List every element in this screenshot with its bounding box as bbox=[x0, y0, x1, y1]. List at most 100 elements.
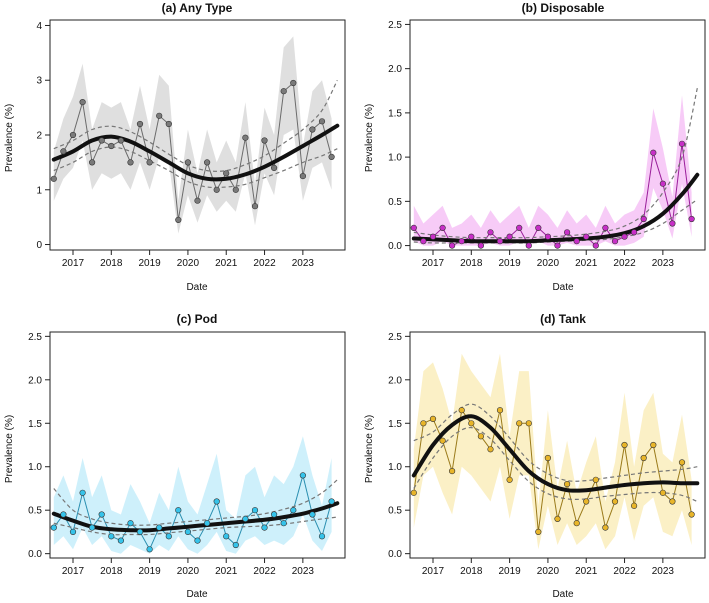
data-point bbox=[184, 528, 191, 536]
data-point bbox=[410, 489, 417, 496]
y-tick-label: 2.0 bbox=[28, 375, 42, 386]
x-tick-label: 2017 bbox=[422, 258, 445, 269]
data-point bbox=[611, 498, 619, 505]
data-point bbox=[194, 537, 201, 544]
data-point bbox=[271, 511, 278, 518]
data-point bbox=[650, 441, 657, 449]
data-point bbox=[563, 229, 571, 236]
data-point bbox=[659, 489, 667, 496]
data-point bbox=[554, 515, 561, 523]
panel-title: (d) Tank bbox=[540, 312, 586, 326]
trend-line bbox=[51, 501, 340, 533]
data-point bbox=[60, 148, 67, 155]
data-point bbox=[261, 137, 268, 144]
data-point bbox=[50, 175, 57, 182]
x-tick-label: 2023 bbox=[292, 566, 315, 577]
x-tick-label: 2020 bbox=[177, 258, 200, 269]
data-point bbox=[175, 507, 182, 514]
data-point bbox=[136, 528, 144, 536]
data-point bbox=[630, 229, 638, 236]
y-tick-label: 2.5 bbox=[388, 332, 402, 343]
data-point bbox=[650, 149, 657, 156]
data-point bbox=[688, 511, 695, 518]
y-tick-label: 1.0 bbox=[28, 462, 42, 473]
data-point bbox=[535, 528, 542, 536]
y-tick-label: 1 bbox=[36, 185, 42, 196]
data-point bbox=[525, 242, 532, 249]
data-point bbox=[544, 454, 552, 462]
y-tick-label: 1.5 bbox=[28, 419, 42, 430]
x-tick-label: 2018 bbox=[460, 258, 483, 269]
data-point bbox=[299, 173, 307, 180]
data-point bbox=[525, 420, 532, 427]
data-point bbox=[328, 153, 335, 160]
data-point bbox=[50, 524, 57, 531]
data-point bbox=[516, 224, 523, 231]
x-tick-label: 2019 bbox=[138, 566, 161, 577]
data-point bbox=[232, 186, 239, 193]
data-point bbox=[583, 498, 590, 505]
data-point bbox=[640, 454, 647, 462]
data-point bbox=[204, 159, 211, 166]
data-point bbox=[669, 220, 676, 227]
trend-ci-upper bbox=[53, 479, 338, 526]
x-tick-label: 2017 bbox=[62, 566, 85, 577]
data-point bbox=[88, 159, 96, 166]
data-point bbox=[204, 520, 211, 527]
data-point bbox=[117, 537, 124, 544]
data-point bbox=[280, 88, 287, 95]
data-point bbox=[487, 229, 494, 236]
trend-line bbox=[411, 414, 700, 493]
y-tick-label: 2.0 bbox=[388, 64, 402, 75]
data-point bbox=[468, 420, 475, 427]
data-point bbox=[232, 541, 239, 549]
data-point bbox=[328, 498, 335, 505]
trend-ci-lower bbox=[53, 146, 338, 189]
data-point bbox=[439, 224, 446, 231]
data-point bbox=[136, 120, 144, 128]
panel-title: (a) Any Type bbox=[162, 1, 233, 15]
x-axis-label: Date bbox=[552, 589, 574, 598]
panel-title: (c) Pod bbox=[177, 312, 218, 326]
data-point bbox=[678, 459, 686, 466]
x-tick-label: 2022 bbox=[253, 258, 276, 269]
x-tick-label: 2022 bbox=[613, 566, 636, 577]
data-point bbox=[420, 420, 427, 427]
data-point bbox=[573, 238, 580, 245]
plot-frame bbox=[409, 331, 706, 559]
data-point bbox=[602, 524, 609, 531]
y-tick-label: 2.0 bbox=[388, 375, 402, 386]
data-point bbox=[583, 233, 590, 240]
x-axis-label: Date bbox=[186, 282, 208, 293]
data-point bbox=[458, 407, 465, 414]
panel-disposable: (b) Disposable Date Prevalence (%) 0.0 0.… bbox=[364, 1, 706, 293]
x-tick-label: 2019 bbox=[498, 258, 521, 269]
data-point bbox=[156, 524, 163, 531]
data-point bbox=[108, 533, 115, 540]
x-tick-label: 2023 bbox=[292, 258, 315, 269]
y-tick-label: 1.5 bbox=[388, 419, 402, 430]
x-tick-label: 2018 bbox=[100, 258, 123, 269]
panel-title: (b) Disposable bbox=[522, 1, 605, 15]
data-point bbox=[496, 407, 504, 414]
data-point bbox=[318, 533, 326, 540]
data-point bbox=[477, 242, 485, 249]
x-tick-label: 2020 bbox=[537, 258, 560, 269]
y-tick-label: 2 bbox=[36, 131, 42, 142]
data-point bbox=[127, 520, 134, 527]
data-point bbox=[477, 433, 485, 440]
data-point bbox=[98, 137, 105, 144]
x-tick-label: 2017 bbox=[62, 258, 85, 269]
data-point bbox=[640, 215, 647, 223]
data-point bbox=[410, 224, 417, 231]
data-point bbox=[516, 420, 523, 427]
plot-frame bbox=[49, 331, 346, 559]
plot-frame bbox=[409, 19, 706, 251]
data-point bbox=[165, 120, 172, 128]
data-point bbox=[611, 238, 619, 245]
y-axis-label: Prevalence (%) bbox=[364, 415, 375, 483]
y-tick-label: 0.5 bbox=[28, 506, 42, 517]
uncertainty-band bbox=[53, 36, 332, 234]
uncertainty-band bbox=[413, 353, 692, 550]
